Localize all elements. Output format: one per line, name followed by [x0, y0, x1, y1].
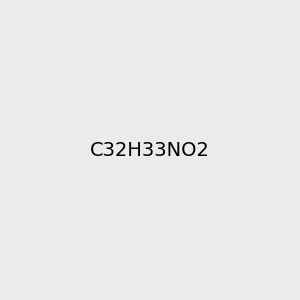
Text: C32H33NO2: C32H33NO2: [90, 140, 210, 160]
